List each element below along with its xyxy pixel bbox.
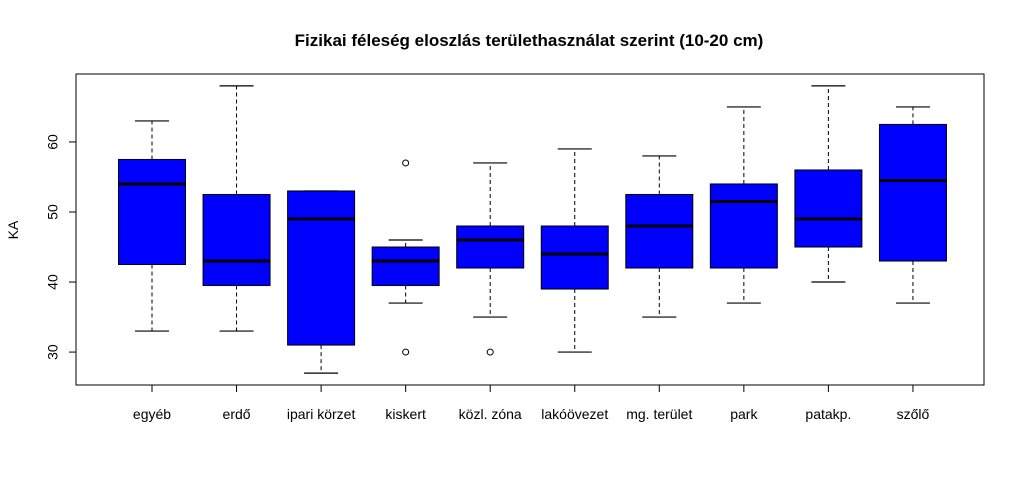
x-category-label: lakóövezet bbox=[541, 406, 608, 422]
x-category-label: park bbox=[730, 406, 758, 422]
x-category-label: közl. zóna bbox=[459, 406, 522, 422]
box-group bbox=[540, 148, 609, 353]
box-iqr bbox=[709, 183, 778, 269]
box-group bbox=[709, 106, 778, 304]
x-category-label: szőlő bbox=[897, 406, 930, 422]
y-tick-label: 30 bbox=[45, 344, 61, 360]
box-group bbox=[118, 120, 186, 332]
x-category-label: erdő bbox=[223, 406, 251, 422]
box-iqr bbox=[118, 158, 186, 266]
box-group bbox=[456, 162, 525, 356]
outlier-point bbox=[402, 348, 410, 356]
box-group bbox=[287, 190, 356, 374]
x-category-label: kiskert bbox=[385, 406, 426, 422]
box-iqr bbox=[878, 123, 947, 262]
box-group bbox=[625, 155, 694, 318]
box-group bbox=[371, 159, 440, 356]
box-iqr bbox=[625, 193, 694, 269]
y-tick-label: 40 bbox=[45, 274, 61, 290]
x-category-label: patakp. bbox=[805, 406, 851, 422]
box-iqr bbox=[287, 190, 356, 346]
outlier-point bbox=[402, 159, 410, 167]
box-iqr bbox=[540, 225, 609, 290]
box-iqr bbox=[456, 225, 525, 269]
chart-title: Fizikai féleség eloszlás területhasznála… bbox=[295, 31, 764, 50]
box-group bbox=[202, 85, 271, 332]
box-group bbox=[878, 106, 947, 304]
y-tick-label: 60 bbox=[45, 134, 61, 150]
x-category-label: egyéb bbox=[133, 406, 171, 422]
x-category-label: ipari körzet bbox=[287, 406, 356, 422]
y-axis-label: KA bbox=[5, 220, 21, 239]
plot-area bbox=[118, 85, 947, 374]
y-tick-label: 50 bbox=[45, 204, 61, 220]
box-group bbox=[794, 85, 863, 283]
box-iqr bbox=[202, 193, 271, 287]
outlier-point bbox=[486, 348, 494, 356]
box-iqr bbox=[371, 246, 440, 287]
box-iqr bbox=[794, 169, 863, 248]
x-category-label: mg. terület bbox=[626, 406, 692, 422]
